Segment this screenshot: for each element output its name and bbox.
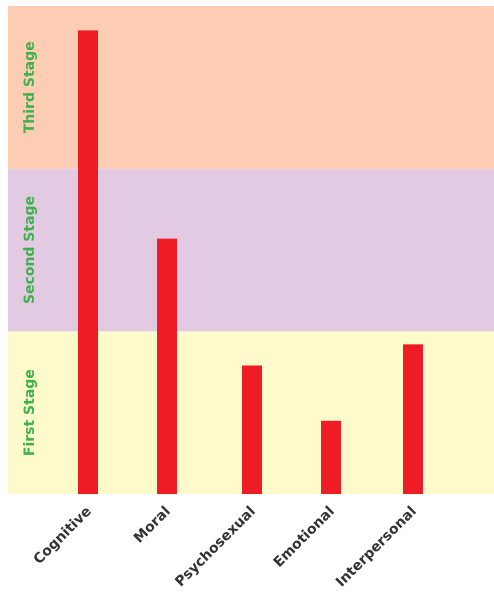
stage-band-label: First Stage xyxy=(22,369,38,456)
stage-band-label: Second Stage xyxy=(22,196,38,304)
category-label: Interpersonal xyxy=(333,504,420,591)
stage-band-label: Third Stage xyxy=(22,41,38,133)
category-label: Moral xyxy=(131,504,174,547)
bar-psychosexual xyxy=(242,365,262,494)
bar-interpersonal xyxy=(403,344,423,494)
stage-band-labels: First Stage Second Stage Third Stage xyxy=(22,41,38,456)
category-label: Psychosexual xyxy=(172,504,259,591)
bar-cognitive xyxy=(78,30,98,495)
bars xyxy=(78,30,423,495)
bar-emotional xyxy=(321,420,341,494)
category-label: Emotional xyxy=(271,504,338,571)
category-label: Cognitive xyxy=(31,504,95,568)
bar-moral xyxy=(157,238,177,494)
